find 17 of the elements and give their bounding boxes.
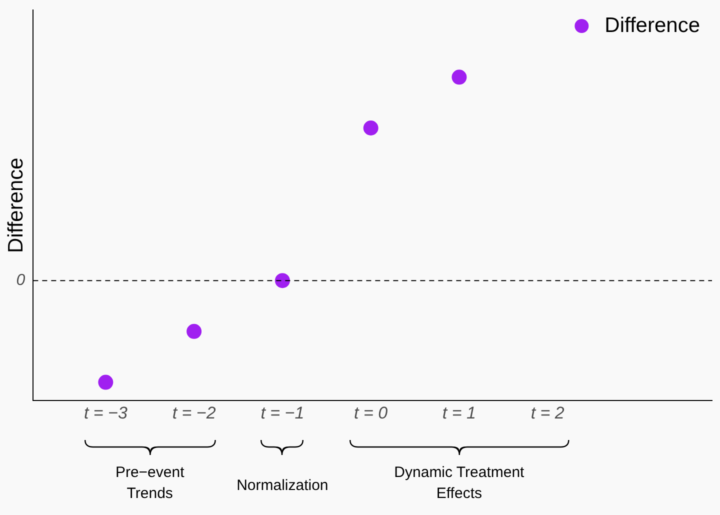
- x-tick-label: t = −2: [172, 404, 216, 423]
- x-tick-label: t = 2: [530, 404, 565, 423]
- y-axis-title: Difference: [4, 158, 28, 253]
- text: Normalization: [236, 476, 330, 496]
- point: [452, 70, 467, 85]
- point: [274, 273, 290, 288]
- point: [363, 120, 378, 136]
- ref-line-label: 0: [16, 272, 26, 290]
- x-tick-label: t = −3: [84, 404, 128, 423]
- text: Dynamic Treatment Effects: [393, 462, 526, 504]
- x-tick-label: t = −1: [260, 404, 304, 423]
- point: [186, 324, 202, 339]
- x-tick-label: t = 0: [354, 404, 388, 423]
- legend-label: Difference: [604, 14, 700, 37]
- x-tick-label: t = 1: [442, 404, 476, 423]
- point: [98, 374, 114, 390]
- text: Pre−event Trends: [114, 462, 186, 504]
